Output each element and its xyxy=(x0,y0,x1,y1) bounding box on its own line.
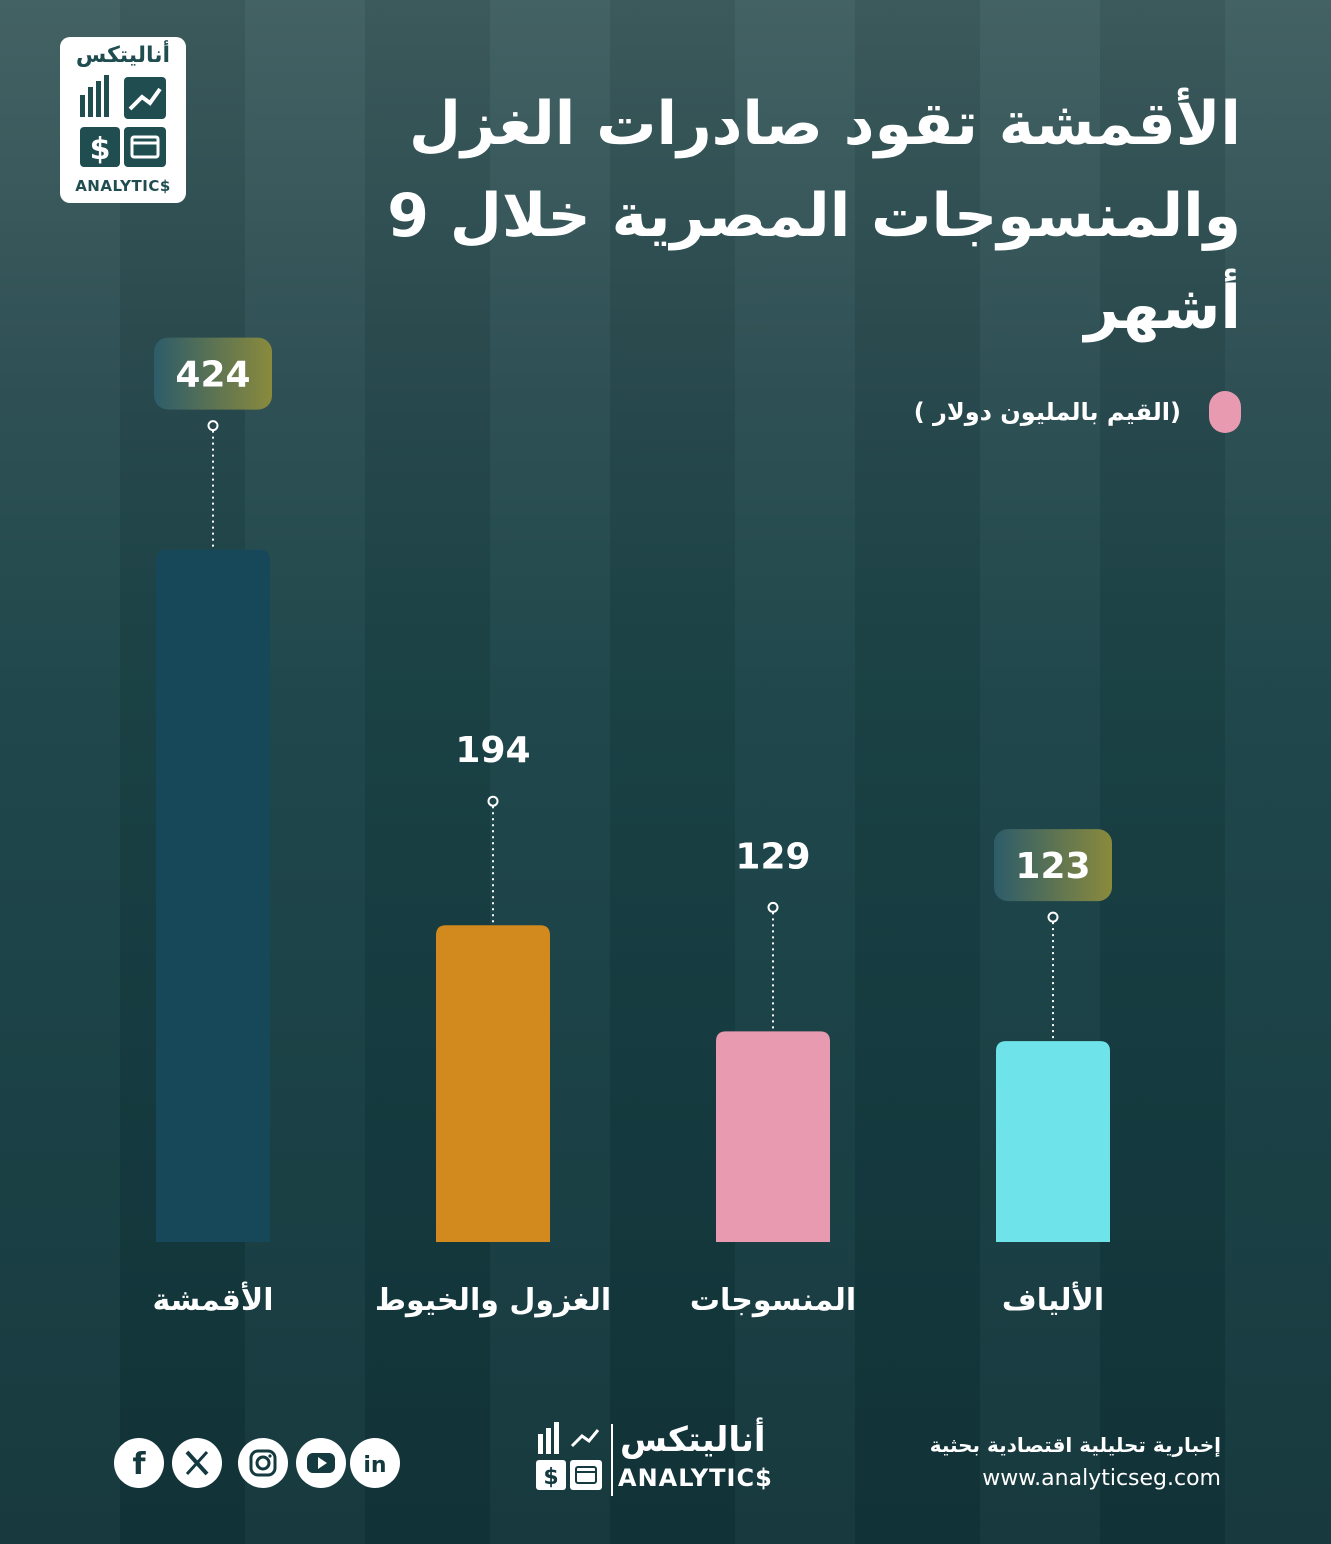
youtube-icon[interactable] xyxy=(296,1438,346,1488)
footer-tagline: إخبارية تحليلية اقتصادية بحثية xyxy=(929,1433,1221,1457)
facebook-icon[interactable]: f xyxy=(114,1438,164,1488)
legend-label: (القيم بالمليون دولار ) xyxy=(913,398,1181,426)
data-label: 424 xyxy=(175,355,250,396)
title-line-1: الأقمشة تقود صادرات الغزل xyxy=(408,89,1241,159)
data-label: 129 xyxy=(735,836,810,877)
data-label: 123 xyxy=(1015,846,1090,887)
brand-logo: أناليتكس $ ANALYTIC$ xyxy=(60,37,186,203)
category-label: المنسوجات xyxy=(690,1283,856,1318)
footer-analytics-icon: $ xyxy=(536,1422,613,1496)
svg-text:$: $ xyxy=(543,1465,558,1490)
bar xyxy=(156,549,270,1242)
leader-dot xyxy=(487,795,499,807)
instagram-icon[interactable] xyxy=(238,1438,288,1488)
value-label-pill xyxy=(994,829,1112,902)
analytics-logo-icon: $ xyxy=(80,75,166,167)
x-icon[interactable] xyxy=(172,1438,222,1488)
footer-url[interactable]: www.analyticseg.com xyxy=(982,1466,1221,1491)
title-line-2: والمنسوجات المصرية خلال 9 أشهر xyxy=(387,181,1241,343)
bar xyxy=(996,1041,1110,1242)
leader-dot xyxy=(207,420,219,432)
logo-english-text: ANALYTIC$ xyxy=(75,177,171,195)
bar xyxy=(436,925,550,1242)
svg-text:f: f xyxy=(132,1447,146,1482)
svg-text:in: in xyxy=(363,1453,386,1478)
footer-logo: $ أناليتكس ANALYTIC$ xyxy=(534,1420,784,1500)
svg-text:$: $ xyxy=(90,132,111,167)
leader-dot xyxy=(767,901,779,913)
bar xyxy=(716,1031,830,1242)
category-label: الغزول والخيوط xyxy=(375,1283,611,1318)
leader-dot xyxy=(1047,911,1059,923)
data-label: 194 xyxy=(455,730,530,771)
category-label: الأقمشة xyxy=(152,1281,273,1318)
value-label-pill xyxy=(154,337,272,410)
logo-arabic-text: أناليتكس xyxy=(75,43,171,68)
chart-legend: (القيم بالمليون دولار ) xyxy=(914,390,1241,434)
footer-logo-english: ANALYTIC$ xyxy=(618,1464,773,1492)
legend-swatch xyxy=(1209,391,1241,433)
linkedin-icon[interactable]: in xyxy=(350,1438,400,1488)
footer-logo-arabic: أناليتكس xyxy=(620,1420,766,1460)
page-title: الأقمشة تقود صادرات الغزل والمنسوجات الم… xyxy=(241,78,1241,354)
category-label: الألياف xyxy=(1002,1281,1104,1318)
